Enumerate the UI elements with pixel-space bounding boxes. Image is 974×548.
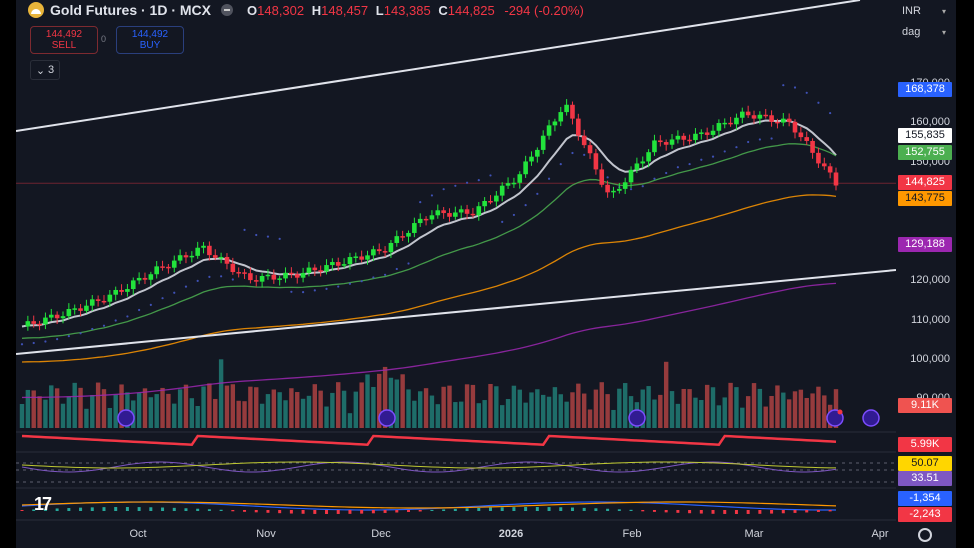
unit-select[interactable]: dag ▾	[898, 23, 950, 41]
chart-canvas[interactable]	[16, 0, 896, 548]
chevron-down-icon: ⌄	[35, 64, 46, 77]
ohlc-values: O148,302 H148,457 L143,385 C144,825 -294…	[247, 2, 584, 18]
pane-separators	[16, 182, 896, 521]
price-tick: 110,000	[911, 313, 950, 326]
spread-value: 0	[101, 34, 107, 44]
parabolic-sar-dots	[20, 84, 832, 346]
settings-gear-icon[interactable]	[918, 528, 932, 542]
trendlines[interactable]	[16, 0, 896, 355]
sell-button[interactable]: 144,492 SELL	[30, 26, 98, 54]
time-tick: 2026	[498, 528, 524, 540]
price-tag: 144,825	[898, 175, 952, 190]
symbol-header: Gold Futures · 1D · MCX O148,302 H148,45…	[28, 2, 584, 18]
gold-logo-icon	[28, 2, 44, 18]
price-tag: 33.51	[898, 471, 952, 486]
price-tick: 120,000	[910, 274, 950, 287]
chevron-down-icon: ▾	[941, 27, 946, 37]
time-tick: Dec	[371, 528, 391, 540]
currency-select[interactable]: INR ▾	[898, 2, 950, 20]
price-tag: 5.99K	[898, 437, 952, 452]
time-tick: Feb	[622, 528, 642, 540]
time-tick: Oct	[129, 528, 147, 540]
price-tag: -1,354	[898, 491, 952, 506]
price-tag: 168,378	[898, 82, 952, 97]
price-tag: -2,243	[898, 507, 952, 522]
chart-background	[16, 0, 896, 548]
sell-price: 144,492	[45, 29, 83, 40]
time-tick: Apr	[871, 528, 889, 540]
price-tag: 152,755	[898, 145, 952, 160]
price-tick: 100,000	[910, 353, 950, 365]
tradingview-logo[interactable]: 17	[34, 494, 52, 514]
candlesticks	[25, 99, 839, 331]
sell-label: SELL	[51, 40, 77, 51]
price-tag: 9.11K	[898, 398, 952, 413]
indicators-collapse-button[interactable]: ⌄ 3	[30, 60, 60, 80]
moving-averages	[21, 119, 837, 399]
time-tick: Mar	[744, 528, 764, 540]
change-value: -294 (-0.20%)	[504, 2, 584, 18]
sub-pane-indicators	[20, 434, 837, 514]
chevron-down-icon: ▾	[941, 6, 946, 16]
price-tag: 129,188	[898, 237, 952, 252]
price-tag: 50.07	[898, 456, 952, 471]
volume-bars	[19, 359, 839, 428]
price-tag: 155,835	[898, 128, 952, 143]
market-status-icon[interactable]	[221, 4, 233, 16]
price-tick: 160,000	[910, 116, 950, 129]
event-markers[interactable]	[117, 409, 880, 427]
buy-price: 144,492	[131, 29, 169, 40]
symbol-title[interactable]: Gold Futures · 1D · MCX	[50, 2, 211, 18]
time-tick: Nov	[256, 528, 276, 540]
buy-label: BUY	[139, 40, 161, 51]
buy-button[interactable]: 144,492 BUY	[116, 26, 184, 54]
price-tag: 143,775	[898, 191, 952, 206]
